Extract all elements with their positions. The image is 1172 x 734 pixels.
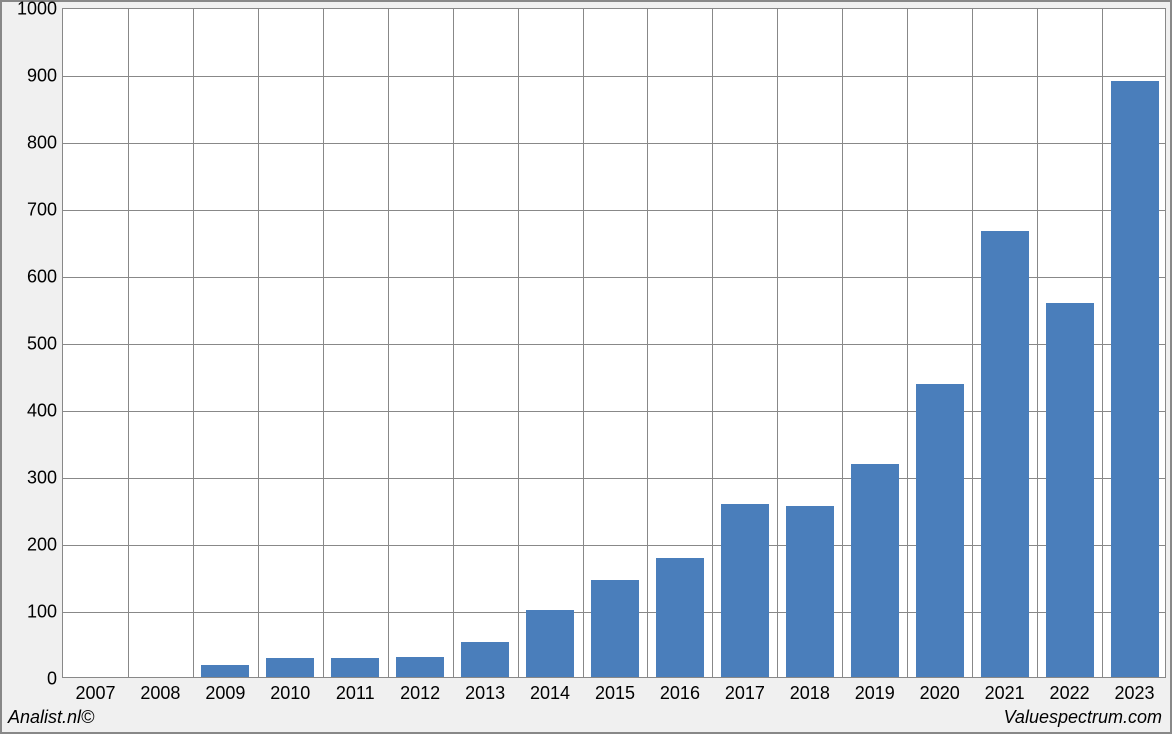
plot-area: 0100200300400500600700800900100020072008… bbox=[62, 8, 1166, 678]
xtick-label: 2020 bbox=[920, 677, 960, 704]
gridline-v bbox=[323, 9, 324, 677]
bar bbox=[786, 506, 834, 677]
gridline-v bbox=[907, 9, 908, 677]
bar bbox=[266, 658, 314, 677]
gridline-v bbox=[777, 9, 778, 677]
xtick-label: 2016 bbox=[660, 677, 700, 704]
gridline-v bbox=[518, 9, 519, 677]
xtick-label: 2010 bbox=[270, 677, 310, 704]
gridline-v bbox=[647, 9, 648, 677]
gridline-h bbox=[63, 143, 1165, 144]
gridline-v bbox=[388, 9, 389, 677]
footer-left-credit: Analist.nl© bbox=[8, 707, 94, 728]
bar bbox=[396, 657, 444, 677]
bar bbox=[916, 384, 964, 677]
xtick-label: 2023 bbox=[1114, 677, 1154, 704]
ytick-label: 400 bbox=[27, 401, 63, 422]
footer-right-credit: Valuespectrum.com bbox=[1004, 707, 1162, 728]
ytick-label: 500 bbox=[27, 334, 63, 355]
ytick-label: 100 bbox=[27, 602, 63, 623]
xtick-label: 2009 bbox=[205, 677, 245, 704]
gridline-h bbox=[63, 210, 1165, 211]
xtick-label: 2013 bbox=[465, 677, 505, 704]
bar bbox=[851, 464, 899, 677]
bar bbox=[656, 558, 704, 677]
xtick-label: 2015 bbox=[595, 677, 635, 704]
bar bbox=[721, 504, 769, 677]
xtick-label: 2021 bbox=[985, 677, 1025, 704]
gridline-v bbox=[972, 9, 973, 677]
gridline-v bbox=[842, 9, 843, 677]
gridline-v bbox=[453, 9, 454, 677]
ytick-label: 1000 bbox=[17, 0, 63, 20]
gridline-v bbox=[583, 9, 584, 677]
xtick-label: 2017 bbox=[725, 677, 765, 704]
ytick-label: 200 bbox=[27, 535, 63, 556]
xtick-label: 2018 bbox=[790, 677, 830, 704]
ytick-label: 800 bbox=[27, 133, 63, 154]
gridline-v bbox=[1102, 9, 1103, 677]
gridline-h bbox=[63, 76, 1165, 77]
bar bbox=[526, 610, 574, 677]
xtick-label: 2022 bbox=[1050, 677, 1090, 704]
xtick-label: 2014 bbox=[530, 677, 570, 704]
xtick-label: 2008 bbox=[140, 677, 180, 704]
xtick-label: 2019 bbox=[855, 677, 895, 704]
bar bbox=[461, 642, 509, 677]
gridline-v bbox=[128, 9, 129, 677]
bar bbox=[331, 658, 379, 677]
ytick-label: 700 bbox=[27, 200, 63, 221]
bar bbox=[1111, 81, 1159, 677]
gridline-v bbox=[258, 9, 259, 677]
bar bbox=[591, 580, 639, 677]
bar bbox=[201, 665, 249, 677]
ytick-label: 900 bbox=[27, 66, 63, 87]
bar bbox=[981, 231, 1029, 677]
xtick-label: 2007 bbox=[75, 677, 115, 704]
bar bbox=[1046, 303, 1094, 677]
xtick-label: 2011 bbox=[336, 677, 375, 704]
ytick-label: 0 bbox=[47, 669, 63, 690]
gridline-v bbox=[193, 9, 194, 677]
gridline-v bbox=[1037, 9, 1038, 677]
ytick-label: 300 bbox=[27, 468, 63, 489]
ytick-label: 600 bbox=[27, 267, 63, 288]
xtick-label: 2012 bbox=[400, 677, 440, 704]
gridline-v bbox=[712, 9, 713, 677]
chart-frame: 0 100 200 300 400 500 600 700 800 900 1000 2007 2008… bbox=[0, 0, 1172, 734]
